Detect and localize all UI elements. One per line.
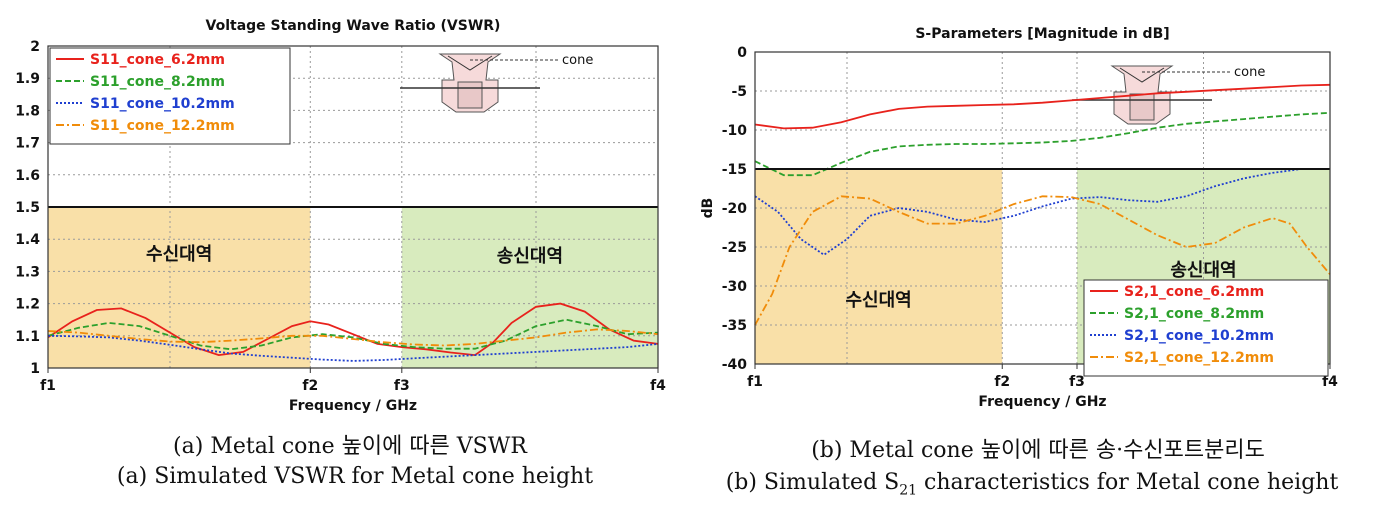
plot-frame bbox=[47, 45, 659, 369]
chart-title: S-Parameters [Magnitude in dB] bbox=[915, 26, 1169, 42]
x-tick-label: f1 bbox=[747, 374, 763, 390]
y-tick-label: -15 bbox=[722, 162, 747, 178]
series-line-1 bbox=[754, 111, 1331, 177]
y-axis-label: dB bbox=[700, 198, 716, 219]
y-tick-label: 1 bbox=[30, 361, 40, 377]
legend: S2,1_cone_6.2mm S2,1_cone_8.2mm S2,1_cone_… bbox=[1083, 279, 1329, 377]
band-label-receive: 수신대역 bbox=[846, 290, 912, 311]
legend-box bbox=[49, 47, 291, 145]
caption-b-korean: (b) Metal cone 높이에 따른 송·수신포트분리도 bbox=[811, 438, 1265, 463]
legend-label-3: S2,1_cone_12.2mm bbox=[1124, 350, 1274, 366]
band-label-transmit: 송신대역 bbox=[497, 246, 563, 267]
legend-label-1: S2,1_cone_8.2mm bbox=[1124, 306, 1264, 322]
caption-b-english-prefix: (b) Simulated S bbox=[725, 470, 900, 495]
y-tick-label: 1.7 bbox=[15, 136, 40, 152]
y-tick-label: -25 bbox=[722, 240, 747, 256]
legend-label-1: S11_cone_8.2mm bbox=[90, 74, 225, 90]
y-tick-label: 1.9 bbox=[15, 71, 40, 87]
legend-box bbox=[1083, 279, 1329, 377]
band-1-fill bbox=[401, 207, 658, 368]
series-line-0 bbox=[754, 83, 1331, 130]
caption-b-english-subscript: 21 bbox=[899, 482, 918, 499]
series-line-2 bbox=[754, 168, 1330, 256]
caption-b-english: (b) Simulated S21 characteristics for Me… bbox=[680, 470, 1384, 498]
antenna-inset-diagram: cone bbox=[400, 53, 593, 113]
x-tick-label: f1 bbox=[40, 378, 56, 394]
x-tick-label: f4 bbox=[1322, 374, 1338, 390]
y-tick-label: 1.8 bbox=[15, 103, 40, 119]
antenna-inset-diagram: cone bbox=[1072, 65, 1265, 125]
legend-label-3: S11_cone_12.2mm bbox=[90, 118, 235, 134]
s-parameter-chart-panel: S-Parameters [Magnitude in dB] 0 -5 -10 -15 -… bbox=[692, 0, 1384, 420]
x-tick-label: f4 bbox=[650, 378, 666, 394]
s-parameter-chart: S-Parameters [Magnitude in dB] 0 -5 -10 -15 -… bbox=[700, 26, 1338, 410]
y-tick-label: -35 bbox=[722, 318, 747, 334]
legend-label-0: S11_cone_6.2mm bbox=[90, 52, 225, 68]
inset-core-shape bbox=[457, 81, 483, 109]
band-0-fill bbox=[755, 169, 1003, 364]
band-label-receive: 수신대역 bbox=[146, 244, 212, 265]
y-tick-label: -5 bbox=[731, 84, 747, 100]
plot-frame bbox=[754, 51, 1331, 365]
y-tick-label: 1.3 bbox=[15, 264, 40, 280]
series-line-1 bbox=[47, 318, 659, 351]
series-line-3 bbox=[47, 328, 659, 347]
inset-cone-label: cone bbox=[562, 53, 593, 68]
y-tick-label: -10 bbox=[722, 123, 748, 139]
vswr-chart: Voltage Standing Wave Ratio (VSWR) 1 1.1 1.… bbox=[15, 18, 666, 414]
legend-label-2: S2,1_cone_10.2mm bbox=[1124, 328, 1274, 344]
y-tick-label: 1.1 bbox=[15, 329, 40, 345]
band-label-transmit: 송신대역 bbox=[1170, 260, 1236, 281]
x-axis-label: Frequency / GHz bbox=[978, 394, 1106, 410]
legend-label-2: S11_cone_10.2mm bbox=[90, 96, 235, 112]
y-tick-label: 0 bbox=[737, 45, 747, 61]
y-tick-label: 1.4 bbox=[15, 232, 40, 248]
caption-a-korean: (a) Metal cone 높이에 따른 VSWR bbox=[173, 434, 527, 459]
inset-cone-shape bbox=[1119, 67, 1165, 83]
x-axis-label: Frequency / GHz bbox=[289, 398, 417, 414]
legend: S11_cone_6.2mm S11_cone_8.2mm S11_cone_10.… bbox=[49, 47, 291, 145]
y-tick-label: 1.2 bbox=[15, 297, 40, 313]
series-line-2 bbox=[47, 334, 659, 362]
caption-b-english-suffix: characteristics for Metal cone height bbox=[917, 470, 1339, 495]
x-tick-label: f3 bbox=[394, 378, 410, 394]
x-tick-label: f3 bbox=[1069, 374, 1085, 390]
x-tick-label: f2 bbox=[994, 374, 1010, 390]
y-tick-label: 1.6 bbox=[15, 168, 40, 184]
vswr-chart-panel: Voltage Standing Wave Ratio (VSWR) 1 1.1 1.… bbox=[0, 0, 692, 420]
inset-core-shape bbox=[1129, 93, 1155, 121]
inset-cone-shape bbox=[447, 55, 493, 71]
y-tick-label: 1.5 bbox=[15, 200, 40, 216]
legend-label-0: S2,1_cone_6.2mm bbox=[1124, 284, 1264, 300]
y-tick-label: -20 bbox=[722, 201, 748, 217]
x-tick-label: f2 bbox=[302, 378, 318, 394]
caption-a-english: (a) Simulated VSWR for Metal cone height bbox=[116, 464, 594, 489]
y-tick-label: -30 bbox=[722, 279, 748, 295]
series-line-3 bbox=[754, 195, 1331, 326]
y-tick-label: -40 bbox=[722, 357, 748, 373]
chart-title: Voltage Standing Wave Ratio (VSWR) bbox=[206, 18, 501, 34]
inset-cone-label: cone bbox=[1234, 65, 1265, 80]
series-line-0 bbox=[47, 302, 659, 357]
y-tick-label: 2 bbox=[30, 39, 40, 55]
